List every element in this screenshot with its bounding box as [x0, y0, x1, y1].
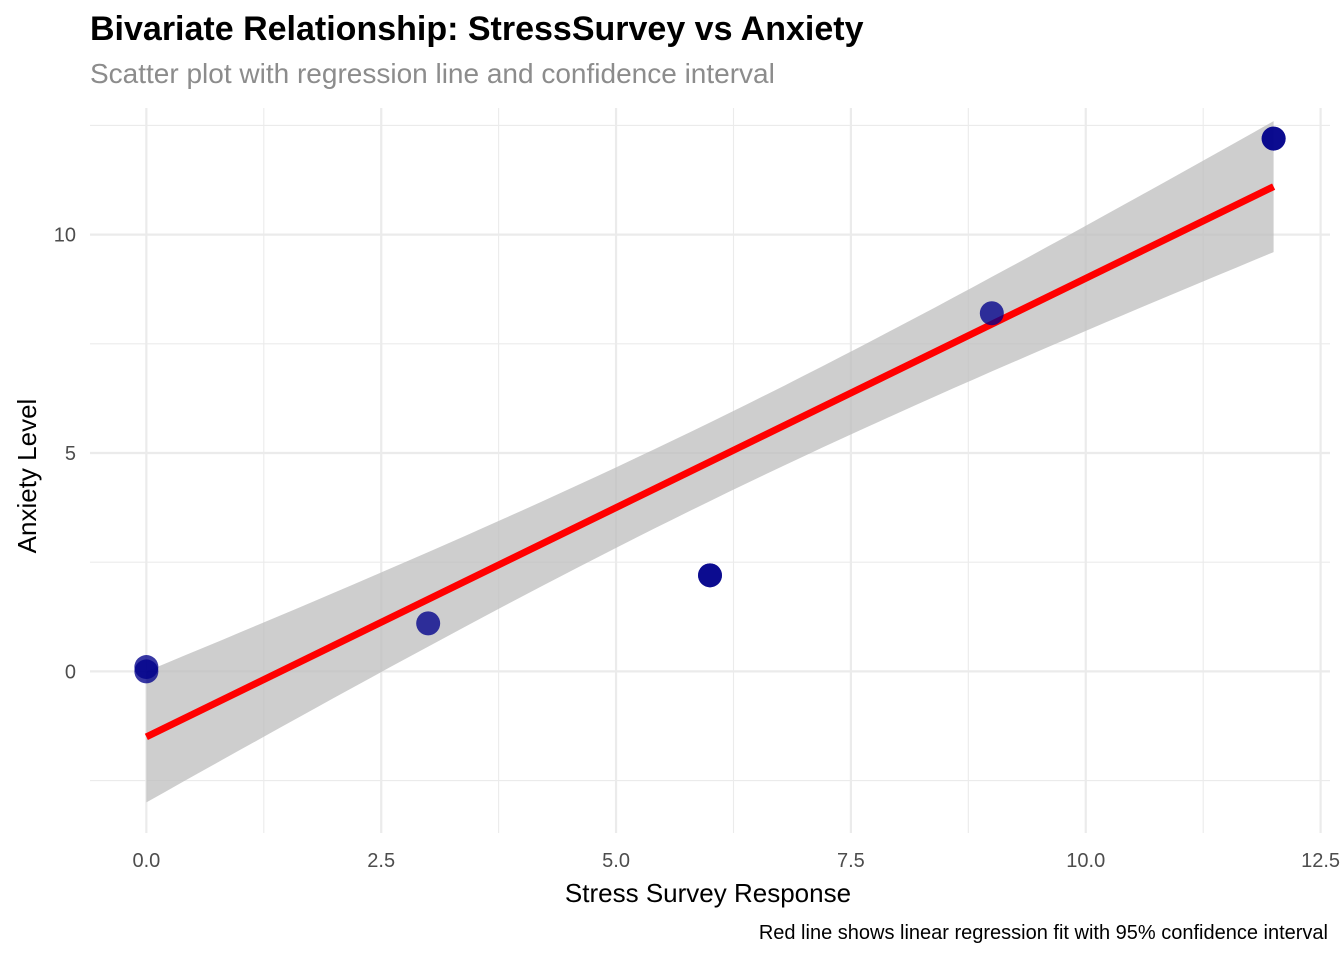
- y-tick-label: 0: [65, 661, 76, 683]
- data-point: [1261, 126, 1286, 151]
- x-tick-label: 0.0: [132, 850, 160, 872]
- data-point: [134, 655, 159, 680]
- regression-line-layer: [144, 183, 1276, 741]
- x-axis-title: Stress Survey Response: [565, 878, 851, 908]
- x-tick-label: 10.0: [1066, 850, 1105, 872]
- data-point: [979, 301, 1004, 326]
- chart-subtitle: Scatter plot with regression line and co…: [90, 58, 775, 89]
- data-point: [416, 611, 441, 636]
- data-points: [134, 126, 1286, 684]
- y-tick-label: 5: [65, 443, 76, 465]
- x-tick-label: 2.5: [367, 850, 395, 872]
- data-point: [698, 563, 722, 588]
- regression-line: [144, 183, 1276, 741]
- y-tick-label: 10: [54, 225, 76, 247]
- y-axis-title: Anxiety Level: [12, 399, 42, 554]
- x-tick-label: 12.5: [1301, 850, 1340, 872]
- x-tick-label: 5.0: [602, 850, 630, 872]
- chart-title: Bivariate Relationship: StressSurvey vs …: [90, 10, 864, 48]
- chart-caption: Red line shows linear regression fit wit…: [758, 922, 1328, 944]
- tick-labels: 0.0 2.5 5.0 7.5 10.0 12.5 0 5 10: [54, 225, 1340, 872]
- x-tick-label: 7.5: [837, 850, 865, 872]
